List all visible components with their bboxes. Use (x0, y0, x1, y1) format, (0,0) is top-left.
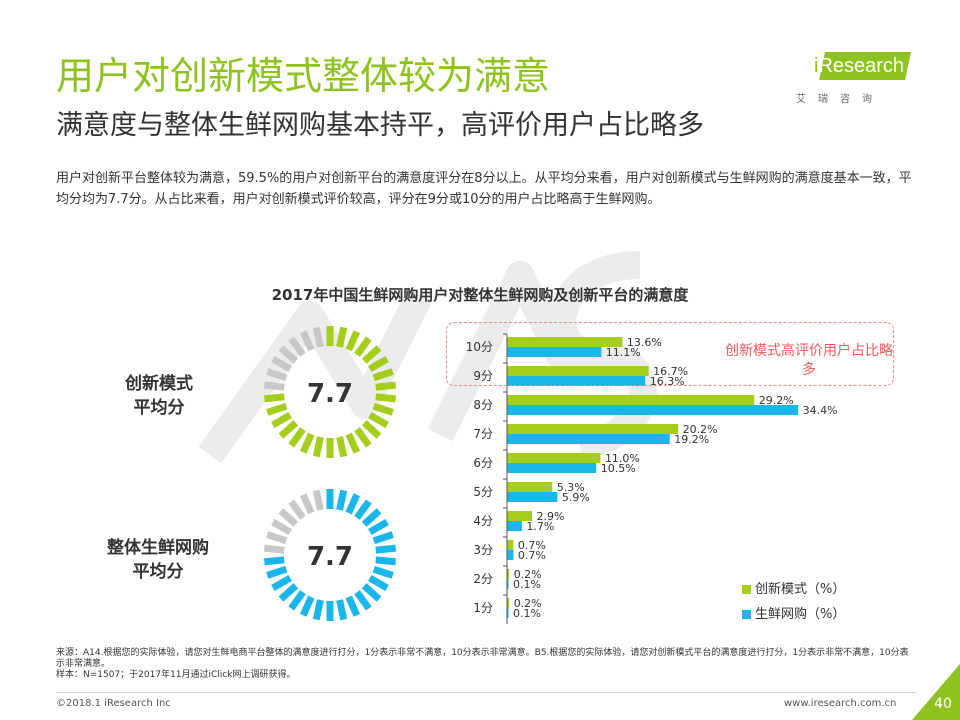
bar (507, 453, 601, 463)
description-text: 用户对创新平台整体较为满意，59.5%的用户对创新平台的满意度评分在8分以上。从… (56, 171, 912, 207)
callout-box (446, 322, 894, 386)
data-label: 2.9% (537, 510, 565, 523)
footer-divider (56, 692, 916, 693)
bar (507, 405, 799, 415)
bar (507, 434, 670, 444)
gauge-label-overall: 整体生鲜网购 平均分 (96, 536, 220, 584)
data-label: 0.7% (518, 549, 546, 562)
data-label: 13.6% (627, 336, 662, 349)
bar (507, 608, 509, 618)
data-label: 5.9% (562, 491, 590, 504)
bar (507, 424, 679, 434)
bar (507, 579, 509, 589)
data-label: 29.2% (759, 394, 794, 407)
bar (507, 463, 597, 473)
chart-title: 2017年中国生鲜网购用户对整体生鲜网购及创新平台的满意度 (271, 286, 689, 304)
bar (507, 366, 649, 376)
y-tick-label: 8分 (473, 398, 493, 412)
legend-swatch (742, 585, 751, 594)
bar (507, 598, 510, 608)
data-label: 11.0% (605, 452, 640, 465)
data-label: 19.2% (674, 433, 709, 446)
y-tick-label: 5分 (473, 485, 493, 499)
gauge-label-line2: 平均分 (132, 562, 184, 582)
bar (507, 347, 602, 357)
y-tick-label: 6分 (473, 456, 493, 470)
page-title: 用户对创新模式整体较为满意 (56, 54, 551, 98)
bar (507, 492, 558, 502)
gauge-label-line1: 创新模式 (125, 374, 193, 394)
bar (507, 337, 623, 347)
data-label: 0.1% (513, 607, 541, 620)
bar (507, 376, 646, 386)
data-label: 0.2% (514, 568, 542, 581)
legend-item-overall: 生鲜网购（%） (742, 603, 845, 622)
y-tick-label: 7分 (473, 427, 493, 441)
data-label: 34.4% (803, 404, 838, 417)
data-label: 0.2% (514, 597, 542, 610)
y-tick-label: 1分 (473, 601, 493, 615)
page-subtitle: 满意度与整体生鲜网购基本持平，高评价用户占比略多 (56, 110, 704, 141)
source-text: 来源：A14.根据您的实际体验，请您对生鲜电商平台整体的满意度进行打分，1分表示… (56, 648, 909, 669)
data-label: 5.3% (557, 481, 585, 494)
legend-label: 创新模式（%） (755, 582, 846, 597)
sample-text: 样本：N=1507；于2017年11月通过iClick网上调研获得。 (56, 670, 296, 680)
bar (507, 511, 533, 521)
y-tick-label: 2分 (473, 572, 493, 586)
data-label: 0.7% (518, 539, 546, 552)
bar-chart-plot: 10分 13.6%11.1% 9分 16.7%16.3% 8分 29.2% 34.4% 7分 2… (466, 333, 838, 624)
gauge-label-line1: 整体生鲜网购 (107, 538, 209, 558)
bar (507, 550, 514, 560)
data-label: 16.3% (650, 375, 685, 388)
copyright: ©2018.1 iResearch Inc (56, 698, 171, 709)
iresearch-logo: iResearch 艾瑞咨询 (796, 52, 916, 112)
page-number: 40 (934, 696, 952, 712)
page-number-badge (912, 664, 960, 720)
y-tick-label: 4分 (473, 514, 493, 528)
bar (507, 395, 755, 405)
logo-wordmark: iResearch (796, 52, 904, 80)
data-label: 20.2% (683, 423, 718, 436)
y-tick-label: 3分 (473, 543, 493, 557)
website-link[interactable]: www.iresearch.com.cn (784, 698, 897, 709)
legend-swatch (742, 610, 751, 619)
bar (507, 482, 553, 492)
bar (507, 540, 514, 550)
logo-prefix: i (814, 55, 819, 77)
logo-tagline: 艾瑞咨询 (796, 94, 884, 105)
callout-text: 创新模式高评价用户占比略多 (725, 343, 893, 378)
data-label: 16.7% (653, 365, 688, 378)
gauge-label-line2: 平均分 (133, 398, 185, 418)
y-tick-label: 9分 (473, 369, 493, 383)
gauge-label-innovation: 创新模式 平均分 (104, 372, 214, 420)
data-label: 0.1% (513, 578, 541, 591)
y-tick-label: 10分 (466, 340, 493, 354)
legend-item-innovation: 创新模式（%） (742, 578, 845, 597)
data-label: 10.5% (601, 462, 636, 475)
bar (507, 569, 510, 579)
data-label: 11.1% (606, 346, 641, 359)
source-note: 来源：A14.根据您的实际体验，请您对生鲜电商平台整体的满意度进行打分，1分表示… (56, 648, 916, 681)
logo-name: Research (818, 55, 905, 77)
bar (507, 521, 522, 531)
legend-label: 生鲜网购（%） (755, 607, 846, 622)
data-label: 1.7% (526, 520, 554, 533)
